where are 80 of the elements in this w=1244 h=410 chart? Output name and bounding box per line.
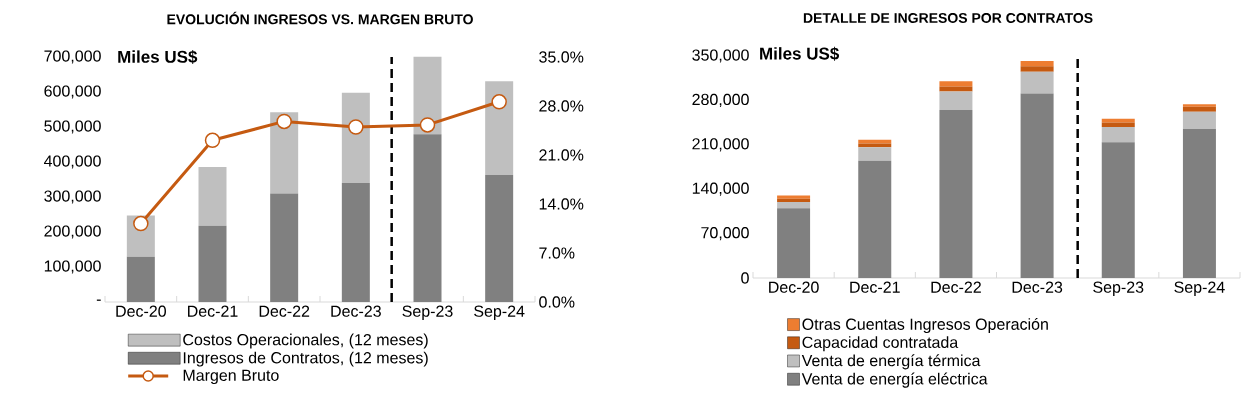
y-tick-label: 210,000	[692, 138, 749, 152]
bar	[858, 139, 892, 144]
y2-tick-label: 28.0%	[539, 100, 584, 112]
y2-tick-label: 14.0%	[539, 198, 584, 210]
bar	[1182, 104, 1216, 107]
legend-label: Costos Operacionales, (12 meses)	[183, 333, 428, 349]
bar	[858, 160, 892, 278]
y-tick-label: 70,000	[701, 227, 749, 241]
y-tick-label: 350,000	[692, 49, 749, 63]
bar	[1020, 93, 1054, 278]
bar	[198, 166, 227, 226]
x-tick-label: Dec-20	[116, 305, 166, 317]
bar	[1020, 71, 1054, 94]
y-tick-label: 140,000	[692, 182, 749, 196]
bar	[1101, 127, 1135, 143]
bar	[270, 193, 299, 302]
bar	[777, 208, 811, 278]
legend-label: Ingresos de Contratos, (12 meses)	[183, 351, 428, 367]
legend-label: Otras Cuentas Ingresos Operación	[802, 317, 1048, 334]
y-tick-label: -	[96, 299, 101, 301]
x-tick-label: Sep-23	[1093, 281, 1144, 297]
y-tick-label: 300,000	[44, 190, 101, 204]
y2-tick-label: 21.0%	[539, 149, 584, 161]
y2-tick-label: 35.0%	[539, 51, 584, 63]
chart-title: EVOLUCIÓN INGRESOS VS. MARGEN BRUTO	[167, 11, 473, 25]
point	[133, 215, 149, 232]
bar	[1101, 118, 1135, 123]
bar	[1101, 142, 1135, 278]
x-tick-label: Dec-21	[188, 305, 238, 317]
legend-label: Margen Bruto	[183, 369, 279, 385]
y-tick-label: 100,000	[44, 260, 101, 274]
bar	[485, 174, 514, 302]
bar	[413, 134, 442, 302]
point	[348, 119, 364, 135]
bar	[939, 91, 973, 110]
x-tick-label: Sep-23	[402, 305, 453, 321]
y-tick-label: 200,000	[44, 225, 101, 239]
x-tick-label: Sep-24	[474, 305, 525, 321]
bar	[1101, 122, 1135, 128]
x-tick-label: Dec-23	[1012, 281, 1063, 293]
point	[491, 94, 507, 110]
bar	[485, 81, 514, 175]
bar	[413, 56, 442, 135]
bar	[939, 81, 973, 87]
bar	[858, 147, 892, 161]
y-tick-label: 600,000	[44, 85, 101, 99]
bar	[1182, 128, 1216, 278]
x-tick-label: Dec-22	[931, 281, 981, 293]
legend-label: Venta de energía térmica	[801, 354, 981, 370]
x-tick-label: Dec-20	[769, 281, 819, 293]
y2-tick-label: 7.0%	[539, 247, 575, 259]
bar	[939, 109, 973, 278]
bar	[341, 183, 370, 302]
bar	[939, 86, 973, 92]
bar	[198, 225, 227, 302]
x-tick-label: Dec-21	[850, 281, 900, 293]
y-tick-label: 280,000	[692, 93, 749, 107]
bar	[1020, 61, 1054, 67]
point	[204, 132, 221, 149]
bar	[126, 256, 155, 302]
legend-label: Capacidad contratada	[802, 336, 959, 352]
legend-label: Venta de energía eléctrica	[801, 372, 988, 388]
bar	[1020, 66, 1054, 72]
bar	[1182, 106, 1216, 112]
annotation: Miles US$	[118, 50, 198, 64]
point	[276, 113, 292, 130]
y-tick-label: 700,000	[44, 50, 101, 64]
y-tick-label: 400,000	[44, 155, 101, 169]
chart-title: DETALLE DE INGRESOS POR CONTRATOS	[803, 13, 1093, 23]
point	[419, 117, 436, 133]
y2-tick-label: 0.0%	[539, 296, 575, 308]
annotation: Miles US$	[760, 46, 840, 61]
x-tick-label: Dec-23	[331, 305, 381, 317]
x-tick-label: Sep-24	[1174, 281, 1225, 297]
bar	[341, 92, 370, 183]
bar	[777, 201, 811, 209]
y-tick-label: 500,000	[44, 120, 101, 134]
bar	[1182, 111, 1216, 129]
x-tick-label: Dec-22	[259, 305, 310, 317]
y-tick-label: 0	[741, 272, 749, 284]
